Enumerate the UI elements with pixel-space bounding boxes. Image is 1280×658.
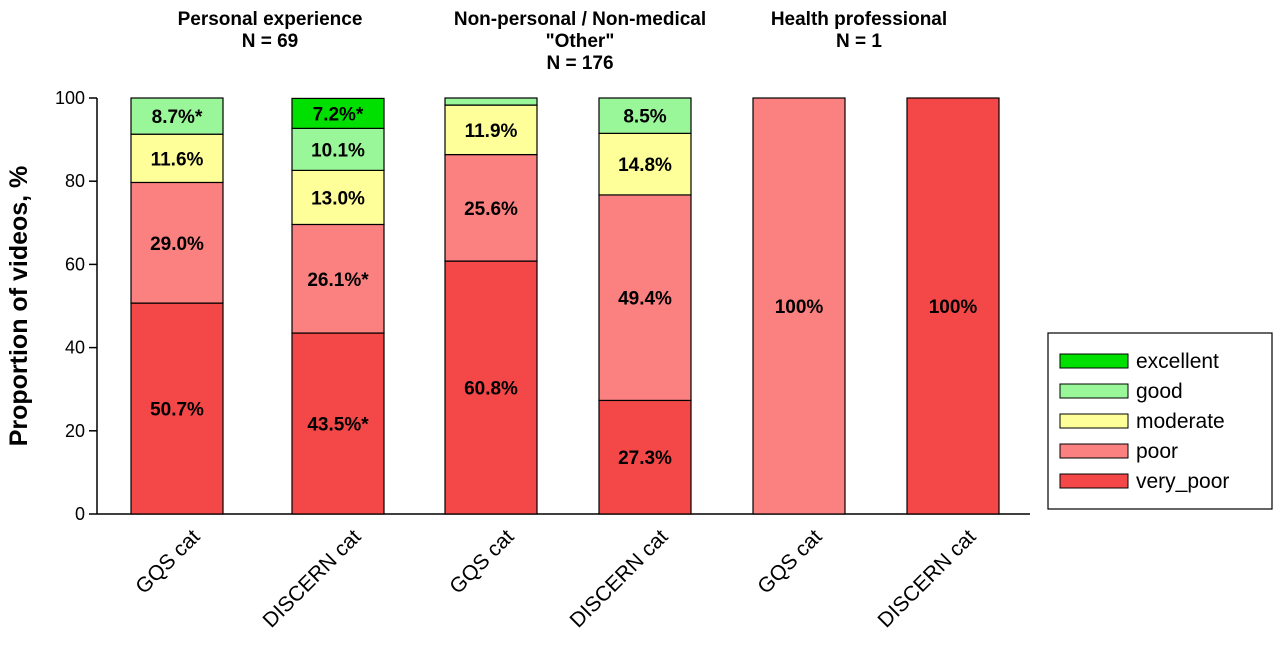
bar-segment-very_poor xyxy=(598,399,692,515)
group-title-line: Health professional xyxy=(771,9,947,30)
y-tick-label: 20 xyxy=(65,421,85,441)
data-label: 8.7%* xyxy=(152,107,203,128)
data-label: 100% xyxy=(775,297,824,318)
group-title-line: N = 1 xyxy=(836,31,882,52)
data-label: 10.1% xyxy=(311,140,365,161)
category-label: GQS cat xyxy=(131,525,204,598)
data-label: 8.5% xyxy=(623,107,666,128)
bar-segment-poor xyxy=(752,97,846,515)
data-label: 27.3% xyxy=(618,448,672,469)
data-label: 14.8% xyxy=(618,155,672,176)
bar-segment-good xyxy=(444,97,538,106)
category-label: DISCERN cat xyxy=(259,525,366,632)
data-label: 11.9% xyxy=(465,121,518,142)
data-label: 11.6% xyxy=(151,149,204,170)
bar-segment-excellent xyxy=(291,97,385,129)
data-label: 13.0% xyxy=(311,188,365,209)
bar-segment-poor xyxy=(598,194,692,402)
y-tick-label: 40 xyxy=(65,338,85,358)
legend-swatch-moderate xyxy=(1059,413,1129,429)
y-tick-label: 80 xyxy=(65,171,85,191)
bar-segment-poor xyxy=(291,223,385,334)
data-label: 43.5%* xyxy=(307,415,369,436)
data-label: 50.7% xyxy=(150,400,204,421)
bars: 50.7% 29.0% 11.6% 8.7%* 43.5%* 26.1%* 13.0% 10.… xyxy=(130,97,1000,515)
group-title-line: N = 176 xyxy=(546,53,613,74)
legend-swatch-excellent xyxy=(1059,353,1129,369)
bar-segment-good xyxy=(291,127,385,171)
category-label: DISCERN cat xyxy=(874,525,981,632)
category-label: GQS cat xyxy=(445,525,518,598)
legend-swatch-poor xyxy=(1059,443,1129,459)
legend-swatch-very_poor xyxy=(1059,473,1129,489)
category-label: GQS cat xyxy=(753,525,826,598)
legend-label-moderate: moderate xyxy=(1136,410,1225,433)
y-tick-label: 100 xyxy=(55,88,85,108)
data-label: 7.2%* xyxy=(313,104,364,125)
legend-swatch-good xyxy=(1059,383,1129,399)
bar-segment-good xyxy=(598,97,692,134)
legend-label-poor: poor xyxy=(1136,440,1178,463)
bar-segment-good xyxy=(130,97,224,135)
y-tick-label: 0 xyxy=(75,504,85,524)
data-label: 100% xyxy=(929,297,978,318)
bar-segment-moderate xyxy=(130,133,224,184)
bar-segment-poor xyxy=(130,181,224,304)
group-title-line: Personal experience xyxy=(178,9,363,30)
bar-segment-very_poor xyxy=(130,302,224,515)
legend: excellent good moderate poor very_poor xyxy=(1047,332,1273,510)
data-label: 26.1%* xyxy=(307,270,369,291)
data-label: 49.4% xyxy=(618,289,672,310)
x-axis-labels: GQS cat DISCERN cat GQS cat DISCERN cat GQS … xyxy=(131,525,980,632)
group-title-line: N = 69 xyxy=(242,31,299,52)
category-label: DISCERN cat xyxy=(566,525,673,632)
y-tick-label: 60 xyxy=(65,254,85,274)
legend-label-excellent: excellent xyxy=(1136,350,1219,373)
bar-segment-moderate xyxy=(291,169,385,226)
legend-label-very_poor: very_poor xyxy=(1136,470,1229,493)
bar-segment-very_poor xyxy=(906,97,1000,515)
group-title-line: "Other" xyxy=(546,31,615,52)
bar-segment-very_poor xyxy=(444,260,538,515)
data-label: 29.0% xyxy=(150,234,204,255)
y-axis: 0 20 40 60 80 100 Proportion of videos, % xyxy=(5,88,1030,524)
group-title-line: Non-personal / Non-medical xyxy=(454,9,706,30)
bar-segment-poor xyxy=(444,153,538,262)
bar-segment-very_poor xyxy=(291,332,385,515)
legend-label-good: good xyxy=(1136,380,1183,403)
y-axis-label: Proportion of videos, % xyxy=(5,166,33,447)
data-label: 25.6% xyxy=(464,199,518,220)
data-label: 60.8% xyxy=(464,379,518,400)
